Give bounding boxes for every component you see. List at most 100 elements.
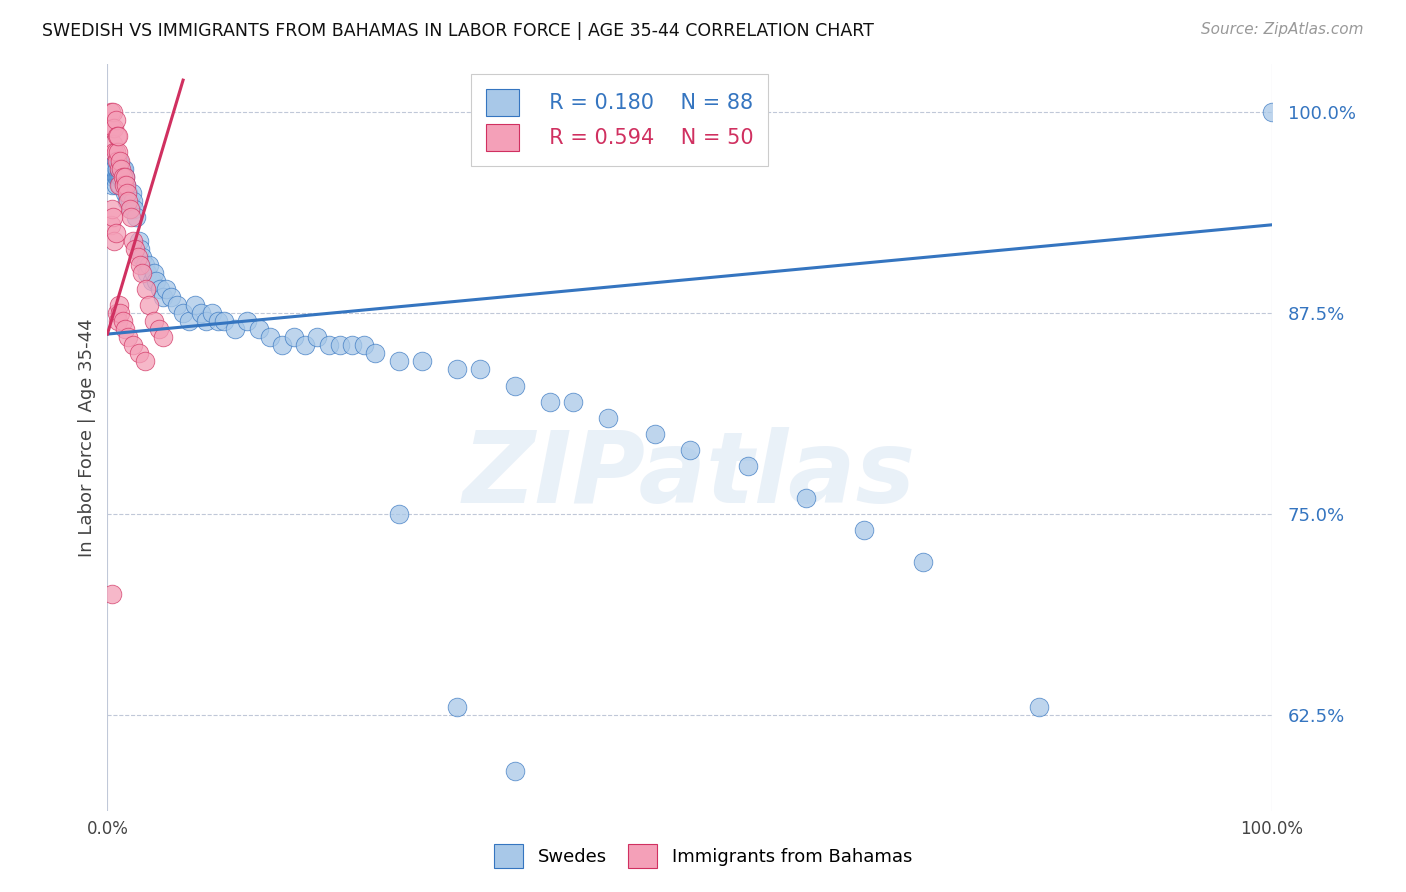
Point [503,764,526,779]
Point [177,314,200,328]
Point [207,314,229,328]
Point [103,105,125,120]
Point [104,113,127,128]
Point [108,306,131,320]
Point [135,282,157,296]
Point [853,523,876,537]
Point [120,202,142,216]
Point [117,330,139,344]
Point [108,178,131,192]
Text: 100.0%: 100.0% [1240,820,1303,838]
Text: ZIPatlas: ZIPatlas [463,426,917,524]
Point [283,330,305,344]
Point [143,314,166,328]
Point [100,105,122,120]
Text: Source: ZipAtlas.com: Source: ZipAtlas.com [1201,22,1364,37]
Point [364,346,387,360]
Point [101,587,124,601]
Point [103,153,125,168]
Point [114,169,136,184]
Point [446,362,468,376]
Point [103,121,125,136]
Point [122,194,145,208]
Point [114,186,136,200]
Point [103,234,125,248]
Point [107,145,129,160]
Point [108,169,131,184]
Point [134,354,156,368]
Point [1261,105,1284,120]
Point [104,153,127,168]
Point [129,258,152,272]
Point [108,161,131,176]
Point [105,153,128,168]
Point [236,314,259,328]
Point [108,153,131,168]
Point [678,442,700,457]
Point [145,274,167,288]
Point [131,266,153,280]
Point [195,314,218,328]
Point [160,290,183,304]
Point [108,178,131,192]
Point [111,169,134,184]
Point [118,202,141,216]
Point [329,338,352,352]
Point [105,161,128,176]
Point [122,202,145,216]
Point [115,178,138,192]
Point [110,169,132,184]
Point [259,330,281,344]
Point [562,394,585,409]
Point [538,394,561,409]
Point [112,178,135,192]
Point [107,314,129,328]
Point [503,378,526,392]
Point [340,338,363,352]
Point [112,161,135,176]
Point [103,145,125,160]
Text: 0.0%: 0.0% [86,820,128,838]
Legend:   R = 0.180    N = 88,   R = 0.594    N = 50: R = 0.180 N = 88, R = 0.594 N = 50 [471,74,768,166]
Point [103,169,125,184]
Point [125,210,148,224]
Point [353,338,375,352]
Point [387,507,409,521]
Point [120,210,142,224]
Point [111,314,134,328]
Point [115,186,138,200]
Point [117,194,139,208]
Point [115,178,138,192]
Point [108,298,131,312]
Point [103,169,125,184]
Point [136,266,159,280]
Point [152,330,174,344]
Point [149,282,172,296]
Point [122,234,145,248]
Point [111,169,134,184]
Point [148,322,170,336]
Point [105,129,128,144]
Point [117,186,139,200]
Point [121,186,143,200]
Point [387,354,409,368]
Point [122,338,145,352]
Point [110,161,132,176]
Point [138,258,160,272]
Point [224,322,246,336]
Point [114,169,136,184]
Point [104,178,127,192]
Point [128,234,150,248]
Point [103,210,125,224]
Point [271,338,294,352]
Point [104,169,127,184]
Point [411,354,433,368]
Point [598,410,620,425]
Legend: Swedes, Immigrants from Bahamas: Swedes, Immigrants from Bahamas [484,834,922,879]
Point [108,161,131,176]
Point [201,306,224,320]
Point [141,274,163,288]
Point [105,306,128,320]
Point [911,555,934,569]
Point [101,178,124,192]
